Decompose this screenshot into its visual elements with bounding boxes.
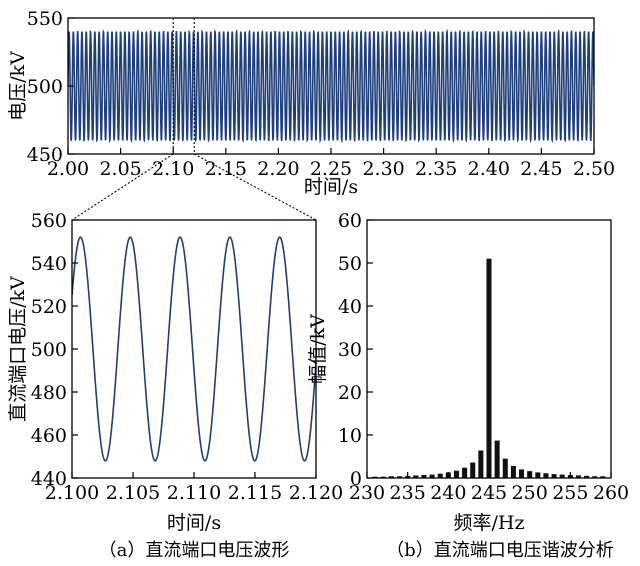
panel-b-y-ticks: 60 50 40 30 20 10 0: [338, 210, 373, 490]
panel-a-plot-frame: [71, 219, 317, 479]
panel-b-bar: [502, 458, 508, 478]
panel-b-bar: [575, 475, 581, 478]
panel-b-bar: [584, 475, 590, 478]
panel-b-x-axis-label: 频率/Hz: [454, 512, 525, 534]
panel-b-bar: [453, 470, 459, 478]
panel-b-y-tick-label: 20: [338, 382, 362, 404]
panel-a-y-axis-label: 直流端口电压/kV: [7, 276, 29, 422]
panel-b-bar: [421, 474, 427, 478]
panel-b-x-tick-label: 260: [593, 482, 629, 504]
panel-b-bar: [486, 258, 492, 478]
panel-b-bar: [429, 474, 435, 478]
panel-b-bar: [478, 450, 484, 478]
panel-a-x-ticks: 2.100 2.105 2.110 2.115 2.120: [45, 472, 343, 504]
top-y-tick-label: 450: [27, 144, 63, 166]
panel-a-x-tick-label: 2.120: [289, 482, 343, 504]
panel-a-x-axis-label: 时间/s: [167, 512, 221, 534]
panel-b-y-tick-label: 0: [350, 468, 362, 490]
top-y-tick-label: 500: [27, 76, 63, 98]
top-x-tick-label: 2.30: [362, 158, 404, 180]
zoom-connector-right: [193, 153, 317, 221]
panel-a-x-tick-label: 2.105: [106, 482, 160, 504]
panel-b-bar: [519, 469, 525, 478]
top-x-tick-label: 2.25: [310, 158, 352, 180]
panel-b-bar: [437, 473, 443, 478]
panel-b-y-tick-label: 30: [338, 339, 362, 361]
panel-b-bar: [462, 467, 468, 478]
panel-b-bar: [470, 462, 476, 478]
panel-a-voltage-series-line: [72, 236, 316, 462]
panel-b-y-tick-label: 60: [338, 210, 362, 232]
top-x-tick-label: 2.05: [99, 158, 141, 180]
panel-b-y-axis-label: 幅值/kV: [307, 314, 329, 384]
panel-a-x-tick-label: 2.115: [228, 482, 282, 504]
panel-b-bars: [372, 258, 606, 478]
panel-b-x-tick-label: 255: [552, 482, 588, 504]
top-y-ticks: 550 500 450: [27, 8, 74, 166]
panel-a-caption: （a）直流端口电压波形: [99, 540, 290, 561]
panel-a-x-tick-label: 2.110: [167, 482, 221, 504]
panel-a-y-tick-label: 520: [31, 296, 67, 318]
zoom-connectors: [71, 153, 317, 221]
panel-b-bar: [543, 473, 549, 478]
panel-b-x-tick-label: 245: [471, 482, 507, 504]
top-x-tick-label: 2.45: [520, 158, 562, 180]
top-x-ticks: 2.00 2.05 2.10 2.15 2.20 2.25 2.30 2.35 2.40 2.45…: [47, 148, 615, 180]
panel-b-chart: 230 235 240 245 250 255 260 60 50 40 30 20 10 0 频率/H…: [307, 210, 629, 561]
panel-b-bar: [551, 474, 557, 478]
zoom-connector-left: [71, 153, 174, 221]
panel-b-bar: [559, 474, 565, 478]
top-x-tick-label: 2.15: [205, 158, 247, 180]
panel-b-x-tick-label: 240: [430, 482, 466, 504]
panel-b-x-ticks: 230 235 240 245 250 255 260: [349, 472, 629, 504]
panel-a-chart: 2.100 2.105 2.110 2.115 2.120 560 540 520 500 48…: [7, 210, 343, 561]
panel-a-y-tick-label: 460: [31, 425, 67, 447]
top-voltage-series-line: [68, 28, 594, 144]
panel-a-y-tick-label: 540: [31, 253, 67, 275]
panel-a-y-tick-label: 440: [31, 468, 67, 490]
panel-b-bar: [413, 475, 419, 478]
top-y-tick-label: 550: [27, 8, 63, 30]
panel-b-bar: [510, 465, 516, 478]
panel-b-x-tick-label: 235: [390, 482, 426, 504]
top-y-axis-label: 电压/kV: [7, 51, 29, 121]
top-x-tick-label: 2.35: [415, 158, 457, 180]
top-x-tick-label: 2.00: [47, 158, 89, 180]
panel-b-caption: （b）直流端口电压谐波分析: [386, 540, 614, 561]
panel-a-y-tick-label: 500: [31, 339, 67, 361]
panel-a-y-tick-label: 480: [31, 382, 67, 404]
panel-b-bar: [388, 476, 394, 478]
top-x-tick-label: 2.40: [468, 158, 510, 180]
panel-b-bar: [600, 476, 606, 478]
panel-a-y-ticks: 560 540 520 500 480 460 440: [31, 210, 78, 490]
panel-a-y-tick-label: 560: [31, 210, 67, 232]
top-chart: 2.00 2.05 2.10 2.15 2.20 2.25 2.30 2.35 2.40 2.45…: [7, 8, 615, 198]
panel-a-x-tick-label: 2.100: [45, 482, 99, 504]
panel-b-y-tick-label: 10: [338, 425, 362, 447]
panel-b-x-tick-label: 230: [349, 482, 385, 504]
top-x-tick-label: 2.50: [573, 158, 615, 180]
panel-b-bar: [494, 440, 500, 478]
panel-b-x-tick-label: 250: [512, 482, 548, 504]
top-zoom-window-markers: [172, 18, 195, 154]
top-x-axis-label: 时间/s: [304, 176, 358, 198]
panel-b-y-tick-label: 40: [338, 296, 362, 318]
panel-b-bar: [397, 476, 403, 478]
panel-b-bar: [592, 476, 598, 478]
panel-b-y-tick-label: 50: [338, 253, 362, 275]
top-x-tick-label: 2.20: [257, 158, 299, 180]
top-x-tick-label: 2.10: [152, 158, 194, 180]
panel-b-bar: [535, 472, 541, 478]
